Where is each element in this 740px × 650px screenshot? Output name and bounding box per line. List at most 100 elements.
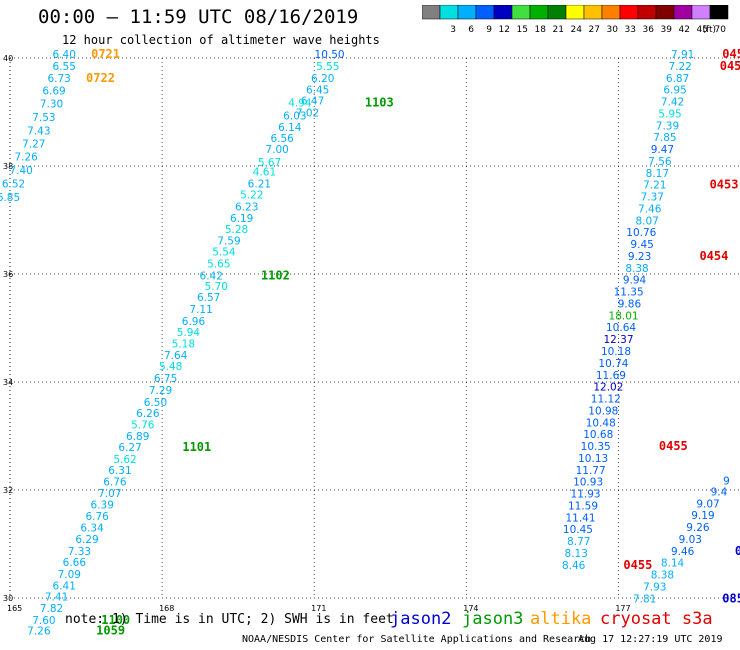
lat-tick-label: 36 xyxy=(3,270,13,279)
pass-time-label: 1059 xyxy=(96,624,125,638)
wave-height-value: 6.76 xyxy=(85,511,109,523)
wave-height-value: 7.85 xyxy=(653,132,676,144)
wave-height-value: 7.82 xyxy=(40,603,63,615)
wave-height-value: 7.27 xyxy=(22,139,45,151)
wave-height-value: 6.19 xyxy=(230,213,253,225)
lon-tick-label: 165 xyxy=(7,604,22,613)
pass-time-label: 0453 xyxy=(720,59,740,73)
colorbar-label: 18 xyxy=(535,25,547,35)
pass-time-label: 0455 xyxy=(623,558,652,572)
wave-height-value: 9.23 xyxy=(628,251,651,263)
wave-height-value: 7.43 xyxy=(27,126,50,138)
colorbar-label: 33 xyxy=(625,25,636,35)
wave-height-value: 5.65 xyxy=(207,259,230,271)
lat-tick-label: 38 xyxy=(3,162,13,171)
wave-height-value: 4.94 xyxy=(288,98,312,110)
wave-height-value: 7.07 xyxy=(98,488,121,500)
wave-height-value: 9.47 xyxy=(651,144,674,156)
wave-height-value: 9.4 xyxy=(711,486,728,498)
wave-height-value: 7.37 xyxy=(641,192,664,204)
wave-height-value: 7.81 xyxy=(633,593,656,605)
wave-height-value: 6.14 xyxy=(278,122,302,134)
credit-text: NOAA/NESDIS Center for Satellite Applica… xyxy=(242,634,592,645)
wave-height-value: 7.40 xyxy=(9,165,32,177)
wave-height-value: 5.67 xyxy=(258,157,281,169)
wave-height-value: 6.73 xyxy=(47,73,70,85)
wave-height-value: 6.56 xyxy=(270,133,294,145)
wave-height-value: 5.54 xyxy=(212,247,236,259)
wave-height-value: 6.27 xyxy=(118,442,141,454)
axis-ticks: 165 168 171 174 177 40 38 36 34 32 30 xyxy=(3,54,631,613)
wave-height-value: 9.07 xyxy=(696,498,719,510)
wave-height-value: 9.46 xyxy=(671,546,695,558)
wave-height-value: 6.57 xyxy=(197,292,220,304)
pass-time-label: 0452 xyxy=(722,47,740,61)
wave-height-value: 10.35 xyxy=(581,441,611,453)
color-scale-bar: 3 6 9 12 15 18 21 24 27 30 33 36 39 42 45 70(ft) xyxy=(422,5,729,35)
wave-height-value: 6.29 xyxy=(75,534,98,546)
wave-height-value: 7.41 xyxy=(45,592,68,604)
wave-height-value: 6.42 xyxy=(200,270,223,282)
wave-height-value: 5.70 xyxy=(205,281,228,293)
lon-tick-label: 168 xyxy=(159,604,174,613)
wave-height-value: 10.45 xyxy=(563,524,593,536)
wave-height-value: 7.91 xyxy=(671,49,694,61)
wave-height-value: 8.46 xyxy=(562,560,586,572)
wave-height-value: 10.48 xyxy=(586,417,616,429)
lat-tick-label: 30 xyxy=(3,594,13,603)
wave-height-value: 11.35 xyxy=(614,287,644,299)
colorbar-label: 3 xyxy=(450,25,456,35)
wave-height-value: 6.87 xyxy=(666,73,689,85)
wave-height-value: 7.30 xyxy=(40,99,63,111)
lon-tick-label: 177 xyxy=(615,604,630,613)
wave-height-value: 6.89 xyxy=(126,431,149,443)
wave-height-value: 10.76 xyxy=(626,227,656,239)
wave-height-value: 7.29 xyxy=(149,385,172,397)
wave-height-value: 6.34 xyxy=(80,523,104,535)
wave-height-value: 7.22 xyxy=(668,61,691,73)
pass-time-label: 0455 xyxy=(659,439,688,453)
wave-height-value: 7.02 xyxy=(296,107,319,119)
wave-height-value: 7.39 xyxy=(656,120,679,132)
wave-height-value: 10.98 xyxy=(588,405,618,417)
lon-tick-label: 171 xyxy=(311,604,326,613)
footer-note: note: 1) Time is in UTC; 2) SWH is in fe… xyxy=(65,612,394,627)
wave-height-value: 5.94 xyxy=(177,327,201,339)
wave-height-value: 4.61 xyxy=(253,167,276,179)
wave-height-value: 7.59 xyxy=(217,235,240,247)
pass-time-label: 0454 xyxy=(699,249,728,263)
lat-tick-label: 34 xyxy=(3,378,13,387)
wave-height-value: 6.31 xyxy=(108,465,131,477)
colorbar-label: 6 xyxy=(468,25,474,35)
pass-time-label: 0722 xyxy=(86,71,115,85)
wave-height-value: 7.26 xyxy=(27,626,51,638)
lat-tick-label: 32 xyxy=(3,486,13,495)
colorbar-bin xyxy=(709,5,729,20)
colorbar-label: 70 xyxy=(715,25,727,35)
pass-time-label: 1103 xyxy=(365,96,394,110)
pass-time-label: 085 xyxy=(722,591,740,605)
wave-height-value: 11.69 xyxy=(596,370,626,382)
wave-height-value: 6.95 xyxy=(663,85,686,97)
wave-height-value: 7.93 xyxy=(643,581,666,593)
wave-height-value: 5.48 xyxy=(159,361,182,373)
wave-height-value: 10.74 xyxy=(598,358,628,370)
wave-height-value: 6.39 xyxy=(91,499,114,511)
wave-height-value: 9.86 xyxy=(618,298,642,310)
wave-height-value: 11.41 xyxy=(565,512,595,524)
wave-height-value: 7.60 xyxy=(32,615,55,627)
wave-height-value: 9.94 xyxy=(623,275,647,287)
wave-height-value: 10.50 xyxy=(315,49,345,61)
colorbar-label: 45 xyxy=(697,25,708,35)
wave-height-value: 10.64 xyxy=(606,322,636,334)
legend-cryosat-s3a: cryosat s3a xyxy=(600,609,713,629)
wave-height-value: 11.93 xyxy=(571,489,601,501)
wave-height-value: 6.41 xyxy=(53,580,76,592)
wave-height-value: 12.02 xyxy=(593,382,623,394)
wave-height-value: 6.66 xyxy=(63,557,87,569)
legend-altika: altika xyxy=(530,609,592,629)
wave-height-value: 6.85 xyxy=(0,192,20,204)
wave-height-value: 6.23 xyxy=(235,201,258,213)
lat-tick-label: 40 xyxy=(3,54,13,63)
wave-height-value: 5.62 xyxy=(113,454,136,466)
